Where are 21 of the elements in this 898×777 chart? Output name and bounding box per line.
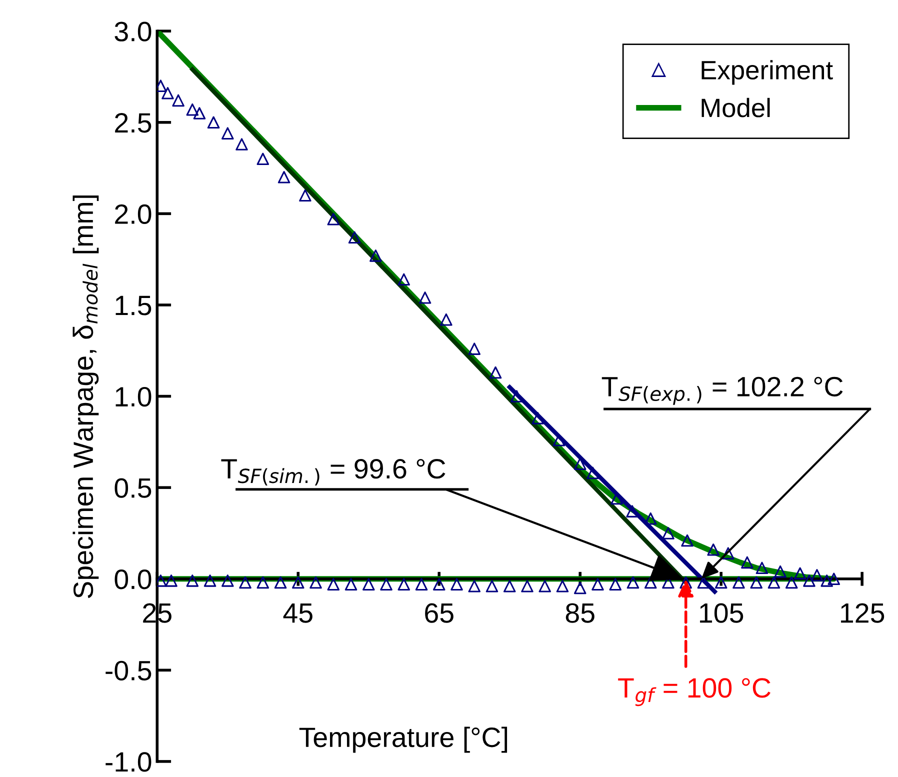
annotation: T$_{gf}$ = 100 °C	[618, 678, 770, 706]
x-tick-label: 45	[283, 603, 312, 623]
y-tick-label: 1.5	[116, 296, 152, 316]
y-tick-label: 0.5	[114, 478, 152, 498]
y-tick-label: 1.0	[116, 386, 152, 407]
x-tick-label: 65	[425, 603, 454, 623]
y-tick-label: 2.5	[115, 113, 152, 133]
x-tick-label: 85	[566, 603, 594, 623]
y-tick-label: -0.5	[106, 660, 152, 680]
legend-label: Model	[702, 98, 770, 118]
y-tick-label: 2.0	[115, 204, 152, 224]
y-tick-label: 0.0	[114, 570, 152, 590]
legend-label: Experiment	[702, 60, 833, 85]
x-tick-label: 105	[700, 603, 744, 623]
x-tick-label: 125	[841, 603, 884, 623]
y-tick-label: -1.0	[106, 752, 152, 772]
annotation: T$_{SF(sim.)}$ = 99.6 °C	[221, 458, 446, 486]
y-tick-label: 3.0	[114, 22, 152, 42]
y-axis-title: Specimen Warpage, δ$_{model}$ [mm]	[72, 195, 99, 598]
x-axis-title: Temperature [°C]	[299, 726, 508, 753]
annotation: T$_{SF(exp.)}$ = 102.2 °C	[602, 376, 843, 405]
